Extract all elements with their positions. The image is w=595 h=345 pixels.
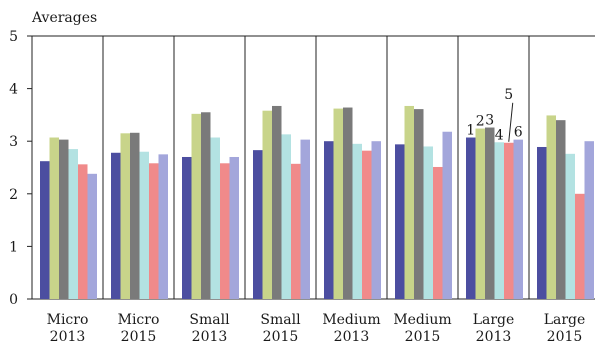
bar-series-6-7 xyxy=(584,141,594,299)
y-tick-label: 2 xyxy=(9,187,18,203)
bar-series-3-5 xyxy=(414,109,424,299)
x-category-label: Medium xyxy=(322,312,380,328)
x-category-label: Small xyxy=(260,312,301,328)
bar-series-6-1 xyxy=(158,154,168,299)
y-axis-title: Averages xyxy=(31,10,97,26)
bar-series-5-4 xyxy=(362,150,372,299)
bar-series-label: 3 xyxy=(485,113,494,129)
category-dividers xyxy=(102,36,530,299)
bar-series-5-0 xyxy=(78,164,88,299)
bar-series-1-4 xyxy=(324,141,334,299)
bar-series-3-1 xyxy=(130,132,140,299)
bar-series-6-3 xyxy=(300,139,310,299)
bar-series-2-2 xyxy=(191,113,201,300)
y-tick-label: 4 xyxy=(9,82,18,98)
x-axis: Micro2013Micro2015Small2013Small2015Medi… xyxy=(47,312,586,345)
y-axis: 0 1 2 3 4 5 xyxy=(9,29,32,308)
bar-annotations: 12 34 5 6 xyxy=(466,87,523,143)
bar-series-2-7 xyxy=(546,115,556,300)
bar-series-5-3 xyxy=(291,163,301,299)
bar-series-3-2 xyxy=(201,112,211,300)
x-category-label: Medium xyxy=(393,312,451,328)
bar-series-2-1 xyxy=(120,133,130,299)
bar-series-1-6 xyxy=(466,137,476,299)
bar-series-4-3 xyxy=(281,134,291,299)
bar-series-label: 6 xyxy=(514,125,523,141)
x-category-year: 2015 xyxy=(121,329,157,345)
x-category-label: Micro xyxy=(47,312,89,328)
x-category-year: 2013 xyxy=(50,329,86,345)
y-tick-label: 5 xyxy=(9,29,18,45)
bar-series-1-3 xyxy=(253,150,263,299)
bars-layer xyxy=(40,105,594,300)
y-tick-label: 1 xyxy=(9,239,18,255)
x-category-year: 2015 xyxy=(547,329,583,345)
bar-series-6-4 xyxy=(371,141,381,299)
bar-series-label: 2 xyxy=(476,114,485,130)
x-category-label: Micro xyxy=(118,312,160,328)
bar-series-6-5 xyxy=(442,131,452,299)
bar-series-3-0 xyxy=(59,139,69,299)
bar-series-label: 4 xyxy=(495,127,504,143)
bar-series-4-5 xyxy=(423,146,433,299)
x-category-year: 2015 xyxy=(405,329,441,345)
bar-series-3-7 xyxy=(556,120,566,299)
x-category-year: 2013 xyxy=(476,329,512,345)
bar-series-6-6 xyxy=(513,139,523,299)
bar-series-4-2 xyxy=(210,137,220,299)
x-category-label: Large xyxy=(544,312,586,328)
bar-series-6-0 xyxy=(87,173,97,299)
bar-series-2-4 xyxy=(333,108,343,299)
bar-series-4-1 xyxy=(139,151,149,299)
x-category-label: Small xyxy=(189,312,230,328)
bar-series-1-5 xyxy=(395,144,405,299)
bar-series-4-6 xyxy=(494,142,504,299)
x-category-year: 2013 xyxy=(192,329,228,345)
bar-series-5-1 xyxy=(149,163,159,299)
bar-series-2-5 xyxy=(404,105,414,299)
bar-series-4-7 xyxy=(565,153,575,299)
bar-series-2-6 xyxy=(475,128,485,299)
bar-series-1-0 xyxy=(40,161,50,299)
bar-series-3-4 xyxy=(343,107,353,299)
bar-series-label: 5 xyxy=(504,87,513,103)
bar-series-3-6 xyxy=(485,127,495,299)
bar-series-1-7 xyxy=(537,146,547,299)
bar-series-6-2 xyxy=(229,156,239,299)
bar-series-1-1 xyxy=(111,152,121,299)
bar-series-5-6 xyxy=(504,142,514,299)
bar-series-4-4 xyxy=(352,143,362,299)
bar-series-5-7 xyxy=(575,193,585,299)
bar-series-5-5 xyxy=(433,166,443,299)
bar-series-2-3 xyxy=(262,110,272,299)
x-category-year: 2015 xyxy=(263,329,299,345)
bar-label-leader xyxy=(508,102,514,142)
y-tick-label: 0 xyxy=(9,292,18,308)
bar-series-1-2 xyxy=(182,156,192,299)
bar-series-4-0 xyxy=(68,149,78,299)
x-category-label: Large xyxy=(473,312,515,328)
bar-series-2-0 xyxy=(49,137,59,299)
x-category-year: 2013 xyxy=(334,329,370,345)
bar-series-3-3 xyxy=(272,105,282,299)
bar-series-label: 1 xyxy=(466,123,475,139)
y-tick-label: 3 xyxy=(9,134,18,150)
bar-series-5-2 xyxy=(220,163,230,299)
